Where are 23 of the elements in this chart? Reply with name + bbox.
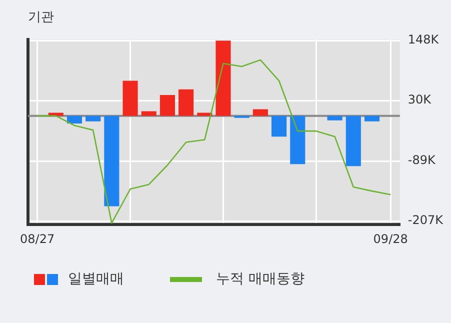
- bar: [346, 116, 361, 166]
- y-tick-label: -89K: [408, 153, 436, 168]
- bar: [327, 116, 342, 120]
- bar: [66, 116, 82, 124]
- y-tick-label: 148K: [408, 32, 440, 47]
- bar: [122, 80, 138, 116]
- legend-label: 누적 매매동향: [216, 270, 304, 288]
- x-tick-label: 09/28: [373, 232, 408, 246]
- legend-label: 일별매매: [68, 270, 124, 288]
- bar: [272, 116, 287, 137]
- bar: [141, 111, 156, 116]
- bar: [364, 116, 380, 122]
- chart-title: 기관: [28, 10, 54, 26]
- bar: [252, 109, 268, 116]
- bar: [104, 116, 120, 206]
- bar: [160, 95, 175, 116]
- bar: [216, 40, 231, 116]
- bar: [86, 116, 101, 122]
- y-tick-label: -207K: [408, 213, 444, 228]
- x-tick-label: 08/27: [20, 232, 55, 246]
- bar: [178, 89, 194, 116]
- y-tick-label: 30K: [408, 92, 432, 107]
- bar: [290, 116, 306, 164]
